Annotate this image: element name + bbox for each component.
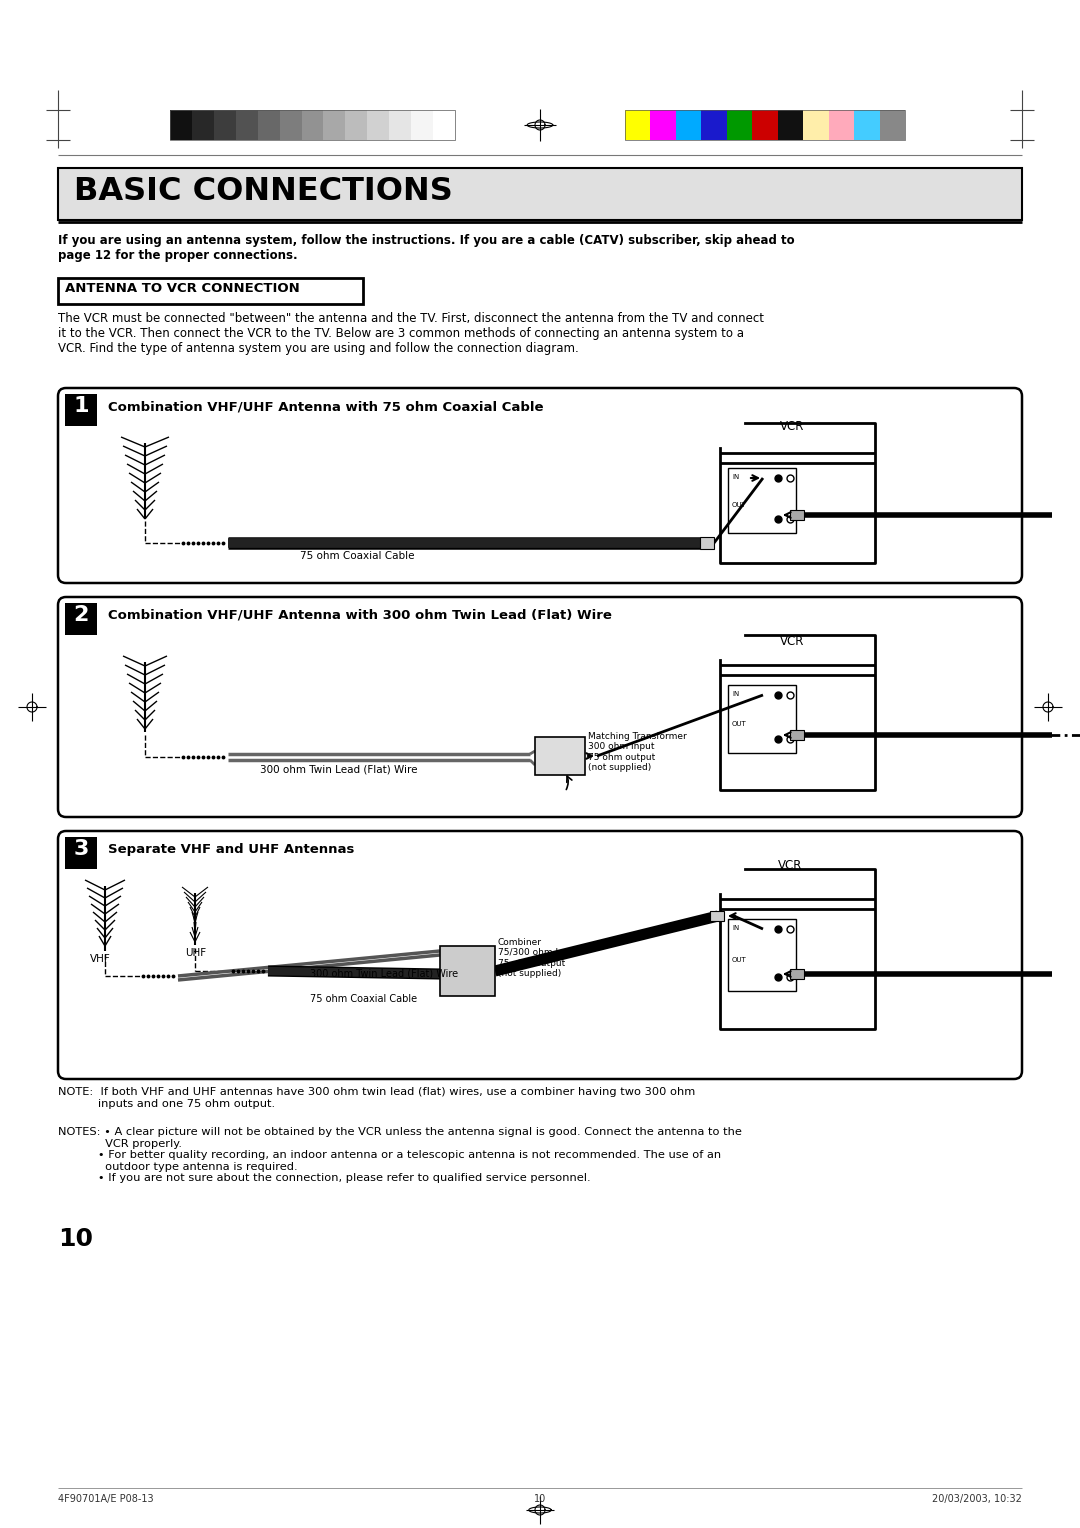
Bar	[789, 730, 804, 740]
Text: VCR: VCR	[780, 636, 805, 648]
Bar	[879, 110, 905, 141]
Text: Combiner
75/300 ohm Inputs
75 ohm output
(not supplied): Combiner 75/300 ohm Inputs 75 ohm output…	[498, 938, 583, 978]
Text: 2: 2	[73, 605, 89, 625]
Bar	[440, 946, 495, 996]
Bar	[58, 168, 1022, 220]
Text: 75 ohm Coaxial Cable: 75 ohm Coaxial Cable	[300, 552, 415, 561]
Bar	[258, 110, 280, 141]
Bar	[676, 110, 701, 141]
Bar	[753, 110, 778, 141]
Bar	[728, 685, 796, 753]
Bar	[65, 394, 97, 426]
Text: 1: 1	[73, 396, 89, 416]
Text: 75 ohm Coaxial Cable: 75 ohm Coaxial Cable	[310, 995, 417, 1004]
Bar	[301, 110, 324, 141]
Text: The VCR must be connected "between" the antenna and the TV. First, disconnect th: The VCR must be connected "between" the …	[58, 312, 764, 354]
FancyBboxPatch shape	[58, 388, 1022, 584]
Bar	[854, 110, 879, 141]
Text: 300 ohm Twin Lead (Flat) Wire: 300 ohm Twin Lead (Flat) Wire	[260, 766, 418, 775]
Text: OUT: OUT	[732, 957, 746, 963]
Text: IN: IN	[732, 924, 739, 931]
Text: Combination VHF/UHF Antenna with 300 ohm Twin Lead (Flat) Wire: Combination VHF/UHF Antenna with 300 ohm…	[108, 610, 612, 622]
Bar	[433, 110, 455, 141]
Text: VHF: VHF	[90, 953, 111, 964]
FancyBboxPatch shape	[58, 831, 1022, 1079]
Bar	[727, 110, 753, 141]
Bar	[65, 604, 97, 636]
Bar	[701, 110, 727, 141]
Bar	[650, 110, 676, 141]
Bar	[324, 110, 346, 141]
Bar	[235, 110, 258, 141]
Bar	[789, 969, 804, 979]
Text: UHF: UHF	[185, 947, 206, 958]
Text: IN: IN	[732, 691, 739, 697]
Bar	[625, 110, 905, 141]
Text: 3: 3	[73, 839, 89, 859]
Bar	[170, 110, 455, 141]
Text: If you are using an antenna system, follow the instructions. If you are a cable : If you are using an antenna system, foll…	[58, 234, 795, 261]
Bar	[710, 911, 724, 921]
Bar	[58, 278, 363, 304]
Text: VCR: VCR	[780, 420, 805, 432]
Text: NOTES: • A clear picture will not be obtained by the VCR unless the antenna sign: NOTES: • A clear picture will not be obt…	[58, 1128, 742, 1183]
Bar	[346, 110, 367, 141]
FancyBboxPatch shape	[58, 597, 1022, 817]
Text: BASIC CONNECTIONS: BASIC CONNECTIONS	[75, 176, 453, 206]
Bar	[389, 110, 411, 141]
Text: 300 ohm Twin Lead (Flat) Wire: 300 ohm Twin Lead (Flat) Wire	[310, 969, 458, 979]
Text: VCR: VCR	[778, 859, 802, 872]
Text: OUT: OUT	[732, 721, 746, 727]
Bar	[535, 736, 585, 775]
Bar	[828, 110, 854, 141]
Bar	[170, 110, 192, 141]
Bar	[192, 110, 214, 141]
Text: ANTENNA TO VCR CONNECTION: ANTENNA TO VCR CONNECTION	[65, 283, 300, 295]
Text: Combination VHF/UHF Antenna with 75 ohm Coaxial Cable: Combination VHF/UHF Antenna with 75 ohm …	[108, 400, 543, 413]
Bar	[700, 536, 714, 549]
Bar	[625, 110, 650, 141]
Text: Separate VHF and UHF Antennas: Separate VHF and UHF Antennas	[108, 843, 354, 856]
Text: Matching Transformer
300 ohm Input
75 ohm output
(not supplied): Matching Transformer 300 ohm Input 75 oh…	[588, 732, 687, 772]
Text: IN: IN	[732, 474, 739, 480]
Bar	[778, 110, 804, 141]
Text: NOTE:  If both VHF and UHF antennas have 300 ohm twin lead (flat) wires, use a c: NOTE: If both VHF and UHF antennas have …	[58, 1086, 696, 1109]
Text: OUT: OUT	[732, 503, 746, 507]
Bar	[728, 468, 796, 533]
Bar	[214, 110, 235, 141]
Bar	[789, 510, 804, 520]
Text: 20/03/2003, 10:32: 20/03/2003, 10:32	[932, 1494, 1022, 1504]
Bar	[280, 110, 301, 141]
Text: 4F90701A/E P08-13: 4F90701A/E P08-13	[58, 1494, 153, 1504]
Bar	[411, 110, 433, 141]
Bar	[367, 110, 389, 141]
Text: 10: 10	[534, 1494, 546, 1504]
Text: 10: 10	[58, 1227, 93, 1251]
Bar	[728, 918, 796, 992]
Bar	[65, 837, 97, 869]
Bar	[804, 110, 828, 141]
